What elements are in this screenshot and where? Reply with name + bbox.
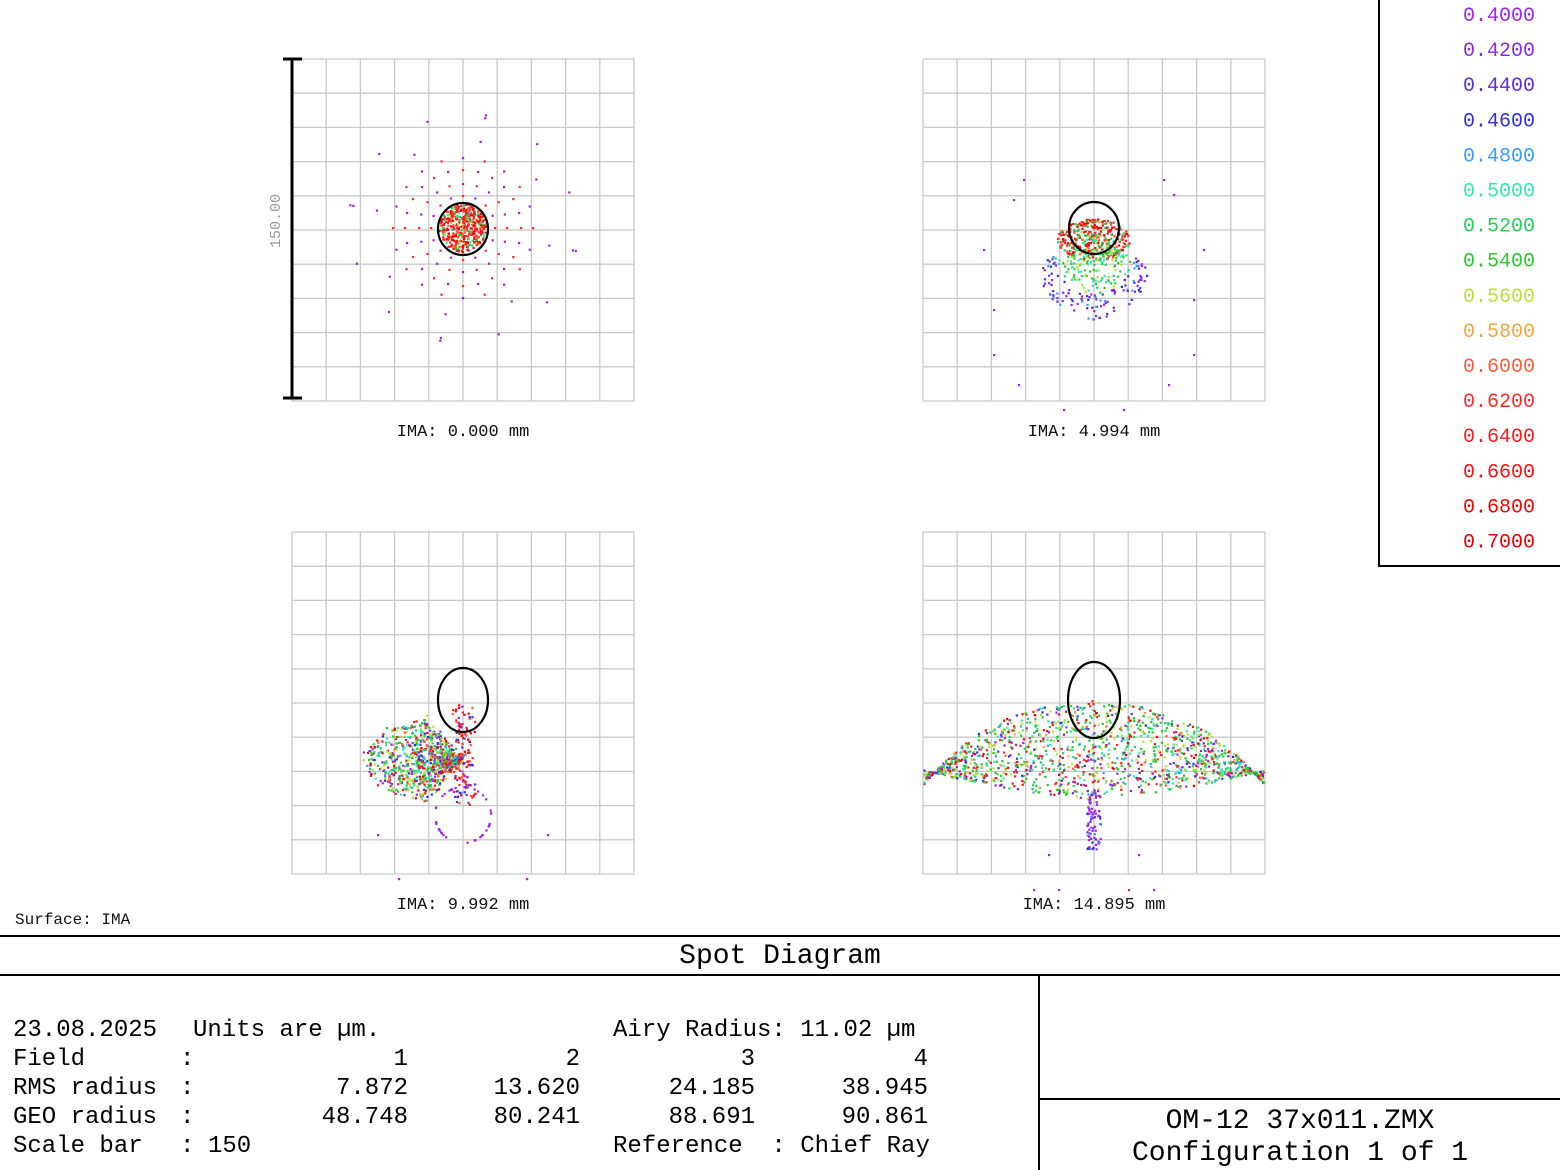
spot-pattern-2 (983, 179, 1206, 412)
field-1-label: IMA: 0.000 mm (397, 423, 530, 442)
legend-item: 0.5000 (1463, 181, 1535, 204)
spot-grid-2 (922, 58, 1266, 402)
airy-disk-3 (436, 666, 490, 734)
units-text: Units are µm. (193, 1017, 381, 1044)
rms-row-label: RMS radius (13, 1075, 158, 1102)
field-number: 2 (565, 1046, 580, 1073)
legend-item: 0.6200 (1463, 391, 1535, 414)
legend-item: 0.6800 (1463, 496, 1535, 519)
legend-item: 0.6600 (1463, 461, 1535, 484)
field-number: 1 (393, 1046, 408, 1073)
rms-value: 24.185 (668, 1075, 755, 1102)
airy-disk-2 (1067, 200, 1121, 256)
legend-item: 0.5200 (1463, 216, 1535, 239)
spot-pattern-1 (349, 114, 577, 342)
legend-item: 0.4200 (1463, 40, 1535, 63)
airy-radius-text: Airy Radius: 11.02 µm (613, 1017, 916, 1044)
info-panel: Spot Diagram 23.08.2025 Units are µm. Ai… (0, 935, 1560, 1170)
legend-item: 0.4000 (1463, 5, 1535, 28)
spot-diagram-plot-area: 150.00 IMA: 0.000 mm IMA: 4.994 mm IMA: … (15, 0, 1560, 929)
legend-item: 0.5600 (1463, 286, 1535, 309)
separator: : (180, 1133, 195, 1160)
file-box: OM-12 37x011.ZMX Configuration 1 of 1 (1040, 1098, 1560, 1170)
airy-disk-4 (1066, 660, 1122, 740)
page-title: Spot Diagram (0, 935, 1560, 976)
wavelength-legend: 0.4000 0.4200 0.4400 0.4600 0.4800 0.5000 0.52… (1378, 0, 1560, 567)
spot-grid-1 (291, 58, 635, 402)
field-2-label: IMA: 4.994 mm (1028, 423, 1161, 442)
rms-value: 7.872 (335, 1075, 408, 1102)
spot-pattern-4 (923, 700, 1266, 892)
legend-item: 0.5800 (1463, 321, 1535, 344)
field-3-label: IMA: 9.992 mm (397, 896, 530, 915)
field-4-label: IMA: 14.895 mm (1023, 896, 1166, 915)
separator: : (180, 1104, 195, 1131)
reference-text: Reference : Chief Ray (613, 1133, 930, 1160)
geo-value: 80.241 (493, 1104, 580, 1131)
separator: : (180, 1046, 195, 1073)
geo-value: 90.861 (841, 1104, 928, 1131)
configuration-text: Configuration 1 of 1 (1131, 1138, 1469, 1169)
legend-item: 0.6000 (1463, 356, 1535, 379)
rms-value: 13.620 (493, 1075, 580, 1102)
field-number: 4 (913, 1046, 928, 1073)
legend-item: 0.4800 (1463, 145, 1535, 168)
spot-grid-3 (291, 531, 635, 875)
field-row-label: Field (13, 1046, 86, 1073)
spot-statistics: 23.08.2025 Units are µm. Airy Radius: 11… (0, 976, 1040, 1170)
rms-value: 38.945 (841, 1075, 928, 1102)
legend-item: 0.5400 (1463, 251, 1535, 274)
scale-bar-value: 150 (208, 1133, 252, 1160)
scale-row-label: Scale bar (13, 1133, 143, 1160)
airy-disk-1 (436, 201, 490, 257)
surface-label: Surface: IMA (15, 911, 131, 929)
field-number: 3 (740, 1046, 755, 1073)
legend-item: 0.7000 (1463, 532, 1535, 555)
scale-bar: 150.00 (268, 57, 302, 400)
spot-pattern-3 (362, 704, 550, 881)
geo-value: 88.691 (668, 1104, 755, 1131)
legend-item: 0.4400 (1463, 75, 1535, 98)
file-name: OM-12 37x011.ZMX (1165, 1106, 1435, 1137)
legend-item: 0.4600 (1463, 110, 1535, 133)
file-info-panel: OM-12 37x011.ZMX Configuration 1 of 1 (1040, 976, 1560, 1170)
separator: : (180, 1075, 195, 1102)
legend-item: 0.6400 (1463, 426, 1535, 449)
date-text: 23.08.2025 (13, 1017, 158, 1044)
scale-bar-label: 150.00 (268, 194, 285, 248)
geo-value: 48.748 (321, 1104, 408, 1131)
geo-row-label: GEO radius (13, 1104, 158, 1131)
